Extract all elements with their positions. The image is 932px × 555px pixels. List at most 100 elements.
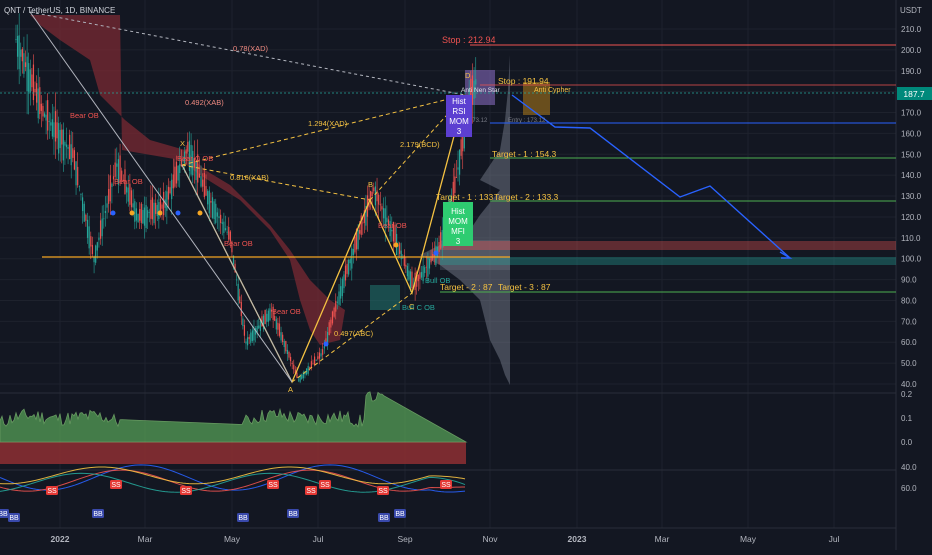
candle-body [416, 271, 418, 287]
time-tick-label: 2023 [568, 534, 587, 544]
bb-badge [394, 509, 406, 518]
candle-body [34, 88, 36, 93]
candle-body [183, 151, 186, 163]
time-tick-label: Nov [482, 534, 498, 544]
candle-body [362, 222, 364, 224]
bb-badge [237, 513, 249, 522]
ss-badge-label: SS [47, 488, 57, 495]
candle-body [317, 356, 319, 360]
candle-body [371, 191, 373, 197]
candle-body [355, 228, 358, 250]
stop-label: Stop : 212.94 [442, 35, 496, 45]
time-tick-label: Jul [829, 534, 840, 544]
candle-body [121, 170, 123, 181]
candle-body [259, 320, 261, 331]
anti-nen-star-label: Anti Nen Star [461, 87, 500, 94]
hist-rsi-mom-line-4: 3 [457, 127, 462, 136]
bull-c-ob-label: Bull C OB [402, 303, 435, 312]
candle-body [378, 194, 380, 205]
candle-body [250, 332, 252, 343]
price-tick-label: 70.0 [901, 317, 917, 326]
candle-body [180, 159, 182, 167]
candle-body [169, 187, 171, 194]
labels: Stop : 212.94 Stop : 191.94 Anti Cypher … [70, 35, 571, 394]
candle-body [229, 231, 231, 242]
levels [0, 44, 896, 293]
ratio-xab: 0.492(XAB) [185, 98, 224, 107]
blue-dot [323, 341, 329, 347]
candle-body [88, 226, 90, 249]
candle-body [31, 74, 33, 88]
candle-body [54, 111, 57, 142]
candle-body [335, 301, 337, 312]
candle-body [422, 266, 424, 282]
candle-body [192, 150, 194, 176]
candle-body [188, 140, 191, 171]
bull-ob-label: Bull OB [425, 276, 450, 285]
ss-badge-label: SS [320, 482, 330, 489]
candle-body [232, 255, 235, 265]
candle-body [104, 210, 107, 213]
candle-body [251, 330, 253, 341]
candle-body [262, 315, 265, 330]
candle-body [26, 56, 28, 92]
candle-body [150, 199, 152, 219]
candle-body [405, 264, 407, 267]
candle-body [167, 186, 170, 200]
candle-body [85, 214, 87, 221]
candle-body [296, 372, 298, 378]
candle-body [82, 197, 84, 212]
candle-body [236, 279, 238, 281]
candle-body [64, 141, 66, 146]
price-tick-label: 40.0 [901, 380, 917, 389]
candle-body [354, 236, 356, 253]
candle-body [256, 325, 258, 333]
bb-badge-label: BB [93, 511, 103, 518]
time-tick-label: Sep [397, 534, 412, 544]
bb-badge [8, 513, 20, 522]
candle-body [117, 159, 120, 185]
candle-body [473, 80, 475, 99]
candle-body [475, 79, 477, 85]
candle-body [51, 119, 53, 137]
candle-body [374, 186, 377, 206]
bb-badge-label: BB [0, 511, 8, 518]
symbol-header[interactable]: QNT / TetherUS, 1D, BINANCE [4, 6, 115, 15]
candle-body [95, 245, 97, 263]
ss-badge-label: SS [441, 482, 451, 489]
candle-body [266, 313, 268, 322]
hist-rsi-mom-box: Hist RSI MOM 3 [446, 95, 472, 137]
candle-body [18, 35, 20, 70]
candle-body [394, 224, 396, 246]
bear-cloud [30, 15, 345, 345]
resistance-zone [440, 241, 896, 250]
bb-badge-label: BB [395, 511, 405, 518]
candle-body [323, 346, 325, 349]
candle-body [381, 206, 383, 210]
candle-body [387, 219, 390, 226]
candle-body [384, 208, 386, 228]
candle-body [119, 155, 121, 184]
time-tick-label: Mar [138, 534, 153, 544]
price-tick-label: 170.0 [901, 109, 922, 118]
candle-body [430, 256, 432, 263]
osc1-tick-label: 0.2 [901, 390, 913, 399]
price-tick-label: 50.0 [901, 359, 917, 368]
candle-body [47, 100, 49, 131]
candle-body [116, 163, 118, 167]
candle-body [277, 322, 279, 330]
candle-body [224, 228, 227, 231]
ss-badge [440, 480, 452, 489]
candle-body [360, 215, 362, 235]
candle-body [389, 221, 391, 237]
candle-body [103, 218, 105, 220]
target2-left-label: Target - 2 : 87 [440, 282, 493, 292]
candle-body [80, 194, 82, 196]
hist-mom-mfi-line-4: 3 [456, 237, 461, 246]
candle-body [458, 149, 461, 175]
bb-badge-label: BB [9, 515, 19, 522]
candle-body [239, 296, 241, 303]
